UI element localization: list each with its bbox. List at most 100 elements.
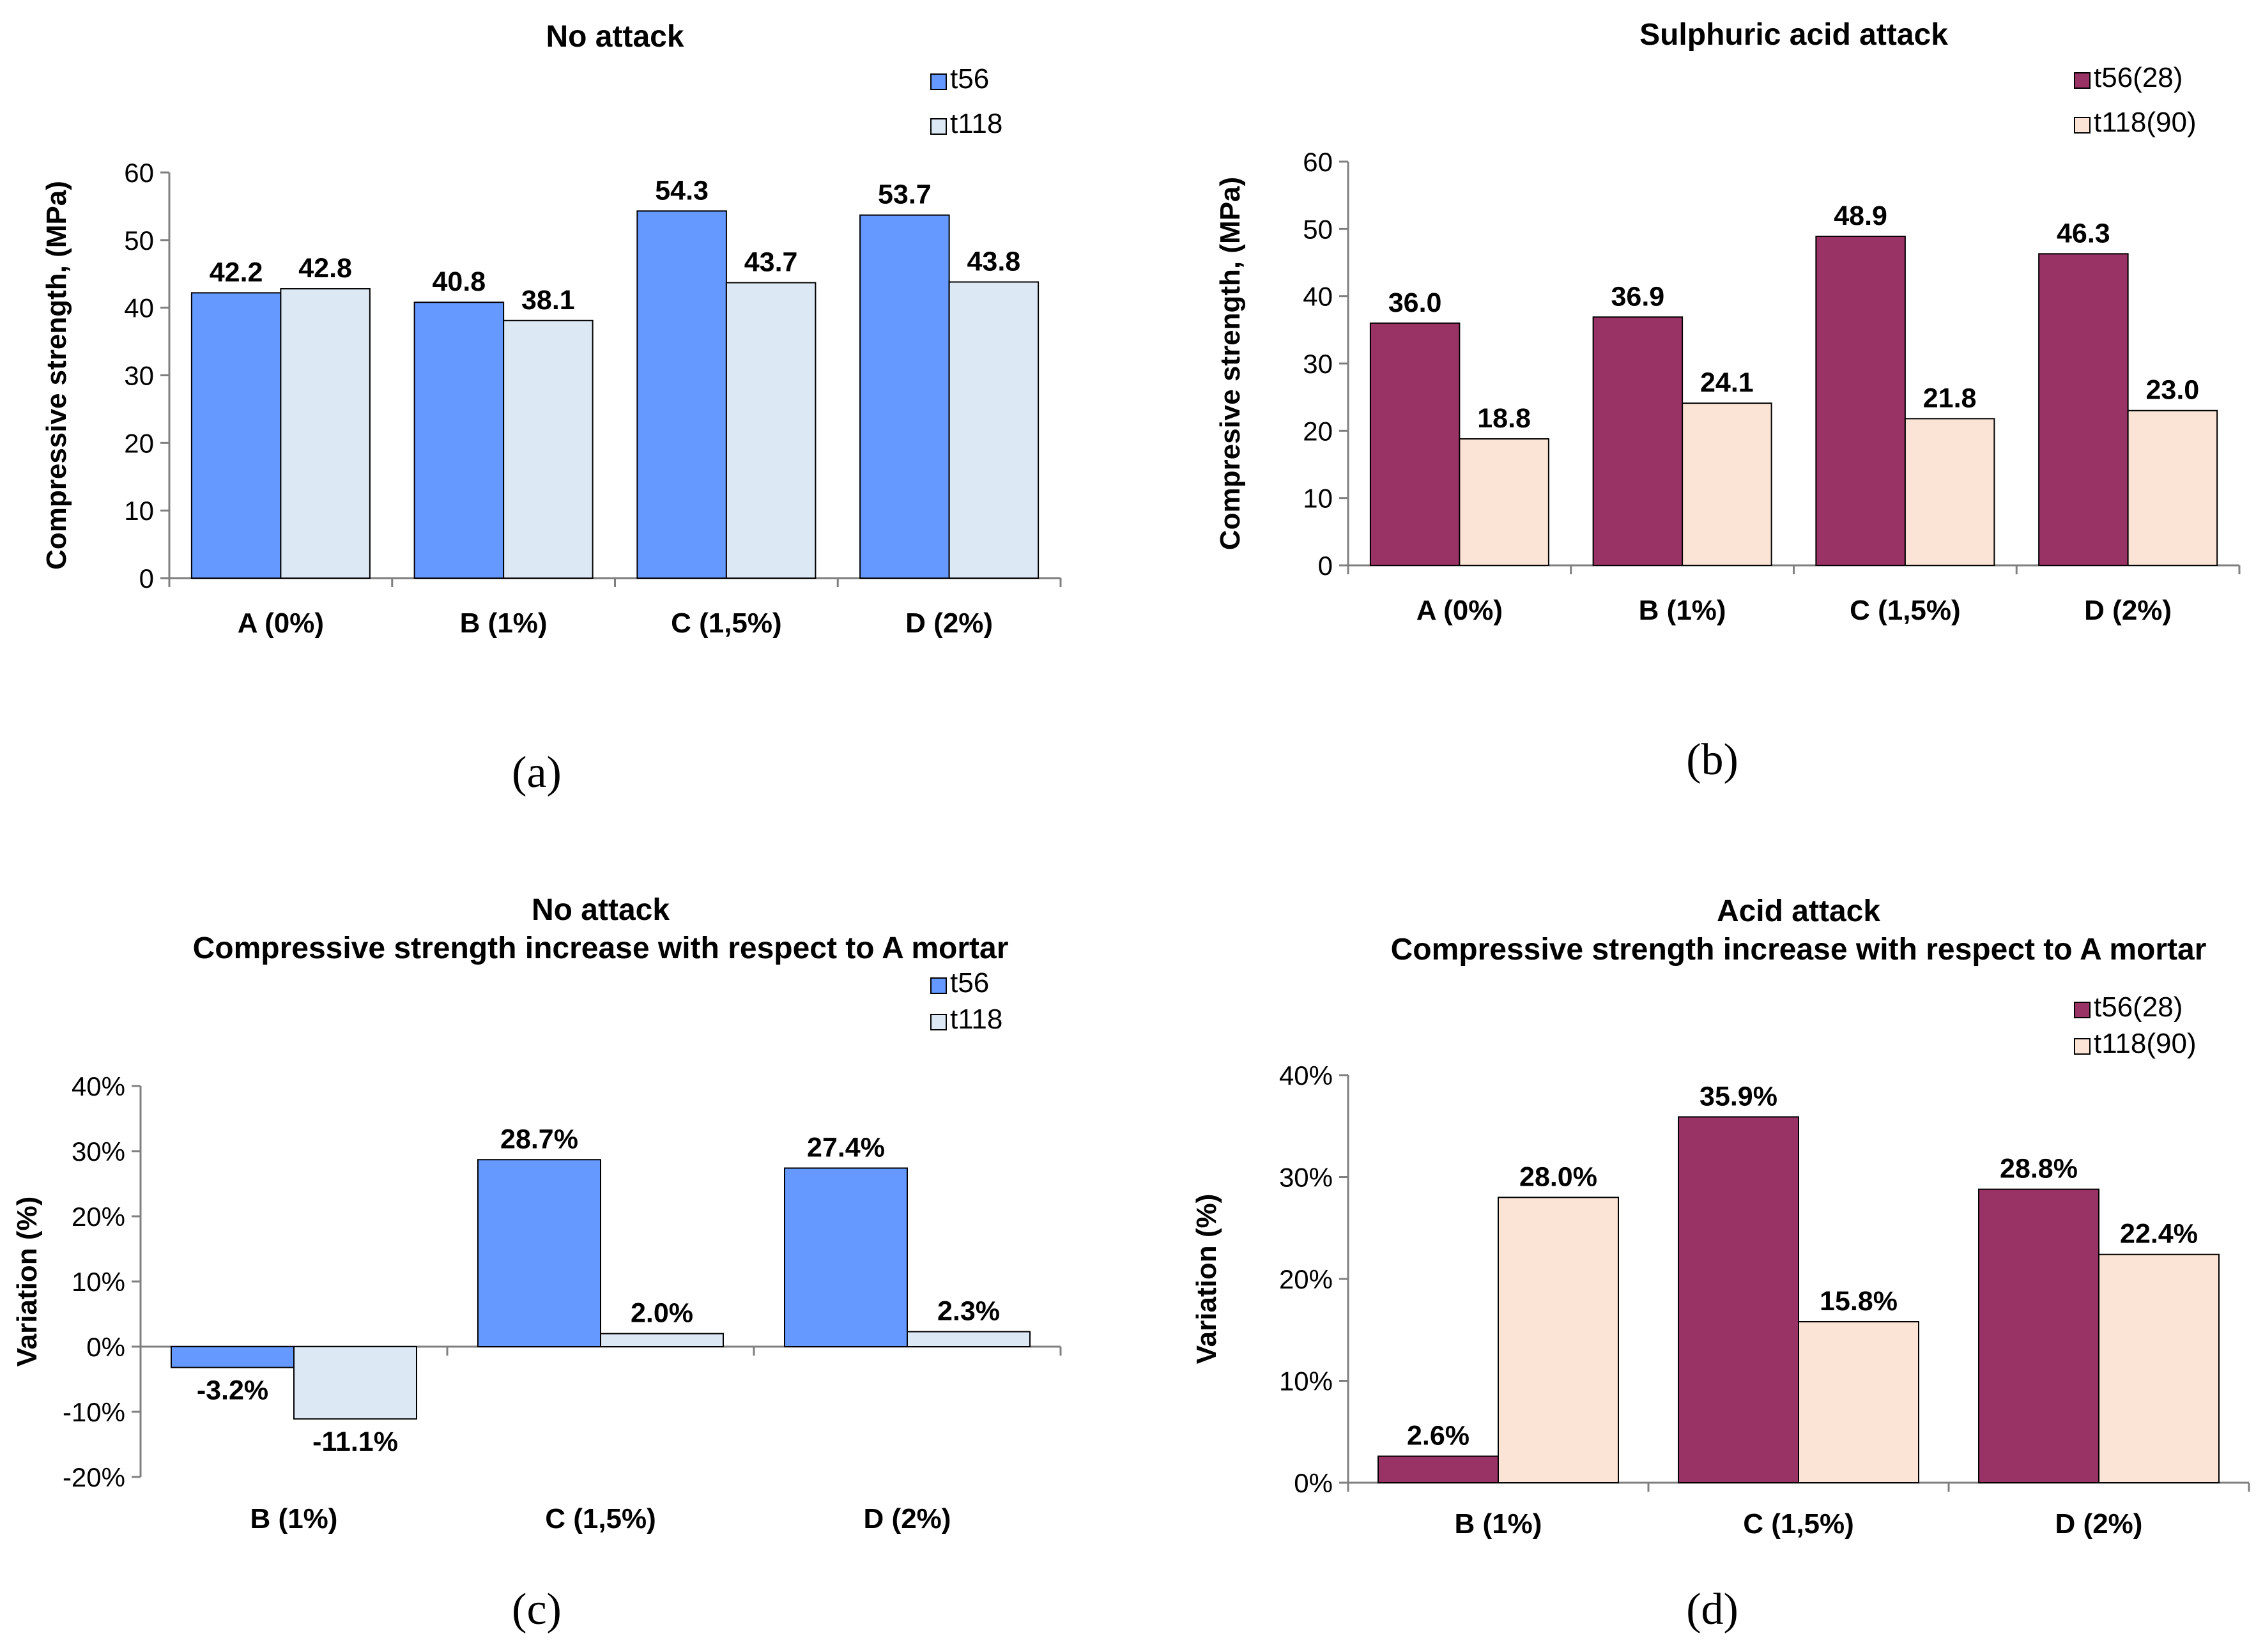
y-tick-label: 30%	[1279, 1163, 1333, 1193]
y-tick-label: 0	[139, 563, 154, 593]
y-axis-title: Variation (%)	[1191, 1194, 1222, 1365]
category-label: D (2%)	[864, 1503, 951, 1534]
bar-t11890	[2098, 1253, 2220, 1483]
bar-t11890	[2127, 409, 2218, 566]
y-tick-label: 40	[124, 293, 154, 323]
data-label: -11.1%	[312, 1426, 398, 1457]
category-label: C (1,5%)	[545, 1503, 656, 1534]
category-label: D (2%)	[2084, 595, 2172, 626]
bar-t5628	[1369, 322, 1461, 566]
bar-t56	[413, 302, 505, 579]
data-label: 36.0	[1388, 287, 1442, 318]
chart-panel-d: Acid attack Compressive strength increase…	[1128, 856, 2256, 1565]
caption-d: (d)	[1686, 1585, 1738, 1634]
category-label: C (1,5%)	[671, 608, 782, 639]
y-tick-label: 0	[1318, 551, 1333, 581]
bar-t56	[171, 1346, 295, 1368]
legend-label: t56(28)	[2094, 62, 2183, 93]
legend-swatch	[930, 118, 947, 135]
chart-title: No attack	[532, 893, 670, 927]
bar-t118	[948, 281, 1040, 579]
chart-a: No attack 0 10 20 30 40 50 60 42.2 42.8 A (0%) 40.8…	[41, 20, 1062, 639]
category-label: A (0%)	[1416, 595, 1503, 626]
category-label: B (1%)	[1639, 595, 1726, 626]
y-tick-label: 50	[124, 226, 154, 256]
y-tick-label: 40%	[1279, 1060, 1333, 1090]
data-label: 40.8	[433, 266, 486, 297]
y-tick-label: -10%	[63, 1397, 125, 1427]
chart-title: Sulphuric acid attack	[1639, 18, 1948, 52]
chart-title: No attack	[546, 20, 684, 54]
y-tick-label: 40	[1303, 282, 1333, 312]
data-label: 35.9%	[1700, 1081, 1777, 1112]
bar-t5628	[1377, 1455, 1499, 1484]
chart-c: No attack Compressive strength increase w…	[12, 893, 1062, 1534]
bar-t11890	[1904, 418, 1995, 567]
bar-t11890	[1682, 402, 1772, 566]
data-label: 24.1	[1700, 367, 1754, 398]
data-label: 46.3	[2057, 218, 2110, 249]
data-label: 43.8	[967, 246, 1021, 277]
y-tick-label: 0%	[86, 1332, 125, 1362]
data-label: 18.8	[1477, 403, 1531, 434]
data-label: -3.2%	[197, 1375, 268, 1406]
legend-swatch	[2074, 1038, 2091, 1055]
legend-swatch	[2074, 117, 2091, 134]
bar-t118	[725, 282, 817, 579]
category-label: C (1,5%)	[1850, 595, 1961, 626]
data-label: 54.3	[655, 175, 709, 206]
data-label: 27.4%	[807, 1133, 885, 1163]
chart-title: Acid attack	[1717, 894, 1880, 928]
data-label: 42.2	[210, 257, 263, 287]
bar-t118	[503, 319, 594, 579]
y-tick-label: 60	[1303, 147, 1333, 177]
chart-d: Acid attack Compressive strength increase…	[1191, 894, 2250, 1540]
legend-label: t118(90)	[2094, 107, 2197, 138]
y-tick-label: 30	[1303, 349, 1333, 379]
category-label: D (2%)	[905, 608, 993, 639]
bar-t118	[600, 1333, 724, 1347]
chart-panel-b: Sulphuric acid attack 0 10 20 30 40 50 60 36.0 18…	[1128, 0, 2256, 715]
bar-t56	[190, 292, 282, 579]
y-tick-label: -20%	[63, 1462, 125, 1492]
y-tick-label: 10%	[72, 1267, 125, 1297]
bar-t118	[907, 1331, 1031, 1347]
y-axis-title: Compresive strength, (MPa)	[1215, 177, 1246, 550]
y-tick-label: 20	[1303, 416, 1333, 446]
data-label: 38.1	[521, 285, 575, 316]
bar-t5628	[1815, 235, 1906, 567]
legend-swatch	[930, 977, 947, 994]
y-tick-label: 20	[124, 428, 154, 458]
bar-t11890	[1459, 438, 1549, 566]
bar-t118	[280, 288, 371, 579]
data-label: 36.9	[1611, 281, 1665, 312]
bar-t5628	[1592, 316, 1684, 566]
data-label: 48.9	[1834, 201, 1887, 231]
legend-swatch	[930, 73, 947, 90]
y-tick-label: 10%	[1279, 1366, 1333, 1396]
caption-c: (c)	[512, 1585, 562, 1634]
data-label: 2.0%	[631, 1298, 693, 1329]
data-label: 43.7	[744, 247, 798, 278]
category-label: C (1,5%)	[1743, 1508, 1854, 1540]
data-label: 28.7%	[500, 1124, 578, 1154]
bar-t5628	[2038, 253, 2129, 566]
y-tick-label: 20%	[1279, 1264, 1333, 1294]
legend-label: t118	[950, 108, 1002, 139]
data-label: 42.8	[298, 253, 352, 284]
legend-label: t56	[950, 967, 989, 998]
category-label: D (2%)	[2055, 1508, 2143, 1540]
data-label: 23.0	[2146, 375, 2200, 406]
data-label: 2.6%	[1407, 1421, 1469, 1451]
y-tick-label: 30	[124, 361, 154, 391]
bar-t11890	[1498, 1197, 1619, 1484]
chart-title: Compressive strength increase with respe…	[193, 931, 1009, 965]
chart-panel-a: No attack 0 10 20 30 40 50 60 42.2 42.8 A (0%) 40.8…	[0, 0, 1128, 715]
y-axis-title: Variation (%)	[12, 1197, 43, 1367]
legend-label: t56	[950, 63, 989, 95]
bar-t56	[477, 1159, 601, 1347]
data-label: 53.7	[878, 180, 932, 210]
y-axis-title: Compressive strength, (MPa)	[41, 181, 72, 570]
caption-a: (a)	[512, 748, 562, 797]
bar-t5628	[1678, 1116, 1799, 1483]
